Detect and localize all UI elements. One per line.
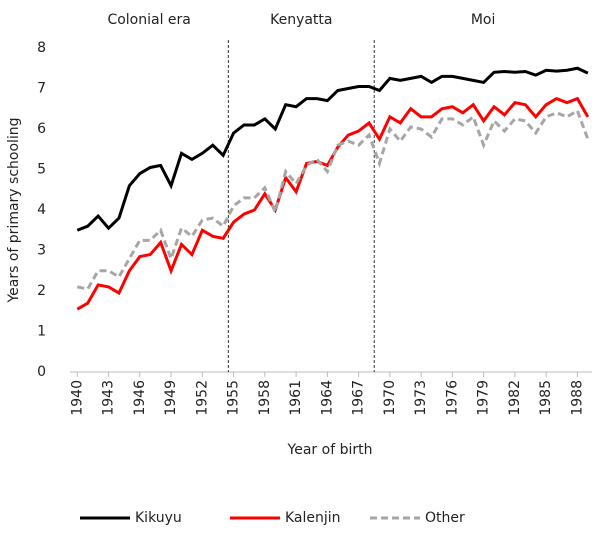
- x-tick-label: 1967: [351, 380, 367, 416]
- x-tick-label: 1988: [569, 380, 585, 416]
- x-tick-label: 1961: [288, 380, 304, 416]
- era-label: Colonial era: [107, 12, 190, 28]
- era-label: Moi: [471, 12, 496, 28]
- x-tick-label: 1949: [163, 380, 179, 416]
- legend-label: Kalenjin: [285, 510, 341, 526]
- x-tick-label: 1976: [444, 380, 460, 416]
- series-line: [76, 66, 589, 232]
- y-tick-label: 5: [37, 162, 46, 178]
- y-tick-label: 1: [37, 324, 46, 340]
- y-axis-title: Years of primary schooling: [6, 117, 22, 303]
- y-tick-label: 0: [37, 364, 46, 380]
- y-tick-label: 7: [37, 81, 46, 97]
- x-tick-label: 1964: [319, 380, 335, 416]
- y-tick-label: 4: [37, 202, 46, 218]
- legend-label: Other: [425, 510, 465, 526]
- x-tick-label: 1982: [507, 380, 523, 416]
- x-tick-label: 1952: [194, 380, 210, 416]
- y-tick-label: 6: [37, 121, 46, 137]
- series-line: [77, 108, 590, 291]
- x-tick-label: 1970: [382, 380, 398, 416]
- era-label: Kenyatta: [270, 12, 332, 28]
- x-tick-label: 1940: [69, 380, 85, 416]
- x-tick-label: 1958: [257, 380, 273, 416]
- x-tick-label: 1943: [101, 380, 117, 416]
- y-tick-label: 8: [37, 40, 46, 56]
- x-axis-title: Year of birth: [287, 442, 373, 458]
- x-tick-label: 1955: [226, 380, 242, 416]
- x-tick-label: 1973: [413, 380, 429, 416]
- y-tick-label: 3: [37, 243, 46, 259]
- legend-label: Kikuyu: [135, 510, 182, 526]
- x-tick-label: 1946: [132, 380, 148, 416]
- y-tick-label: 2: [37, 283, 46, 299]
- series-line: [76, 96, 590, 311]
- x-tick-label: 1985: [538, 380, 554, 416]
- x-tick-label: 1979: [476, 380, 492, 416]
